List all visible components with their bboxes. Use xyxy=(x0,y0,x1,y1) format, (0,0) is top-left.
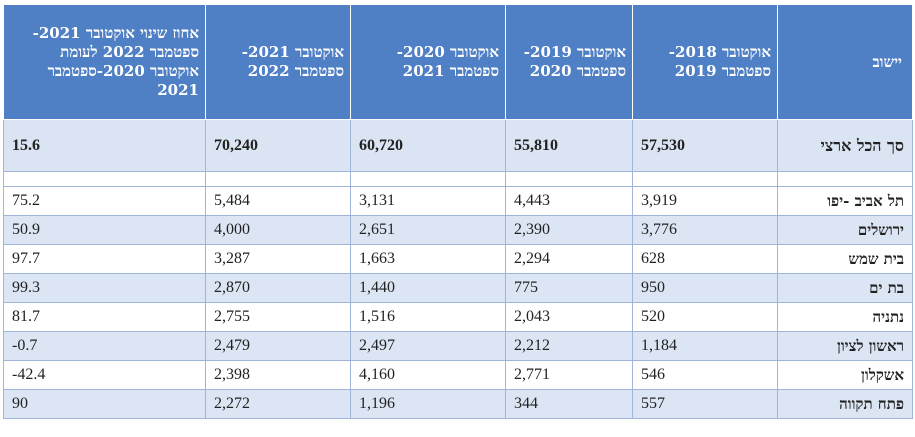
spacer-cell xyxy=(632,171,778,187)
table-row: אשקלון 546 2,771 4,160 2,398 42.4- xyxy=(3,360,913,390)
header-period-2020-2021: אוקטובר 2020- ספטמבר 2021 xyxy=(350,4,506,120)
cell-2019-2020: 344 xyxy=(505,389,633,419)
cell-2020-2021: 1,516 xyxy=(350,302,506,332)
table-body: סך הכל ארצי 57,530 55,810 60,720 70,240 … xyxy=(3,119,913,419)
cell-2019-2020: 2,294 xyxy=(505,244,633,274)
header-period-2020-2021-label: אוקטובר 2020- ספטמבר 2021 xyxy=(396,43,499,80)
cell-2020-2021: 2,497 xyxy=(350,331,506,361)
spacer-cell xyxy=(3,171,206,187)
table-row: ראשון לציון 1,184 2,212 2,497 2,479 0.7- xyxy=(3,331,913,361)
header-change-percent: אחוז שינוי אוקטובר 2021- ספטמבר 2022 לעו… xyxy=(3,4,206,120)
total-change: 15.6 xyxy=(3,119,206,172)
cell-2020-2021: 1,663 xyxy=(350,244,506,274)
cell-2020-2021: 4,160 xyxy=(350,360,506,390)
spacer-row xyxy=(3,171,913,187)
cell-2021-2022: 2,870 xyxy=(205,273,351,303)
cell-2019-2020: 2,771 xyxy=(505,360,633,390)
cell-change: 90 xyxy=(3,389,206,419)
cell-2019-2020: 775 xyxy=(505,273,633,303)
cell-2018-2019: 3,776 xyxy=(632,215,778,245)
cell-change: 81.7 xyxy=(3,302,206,332)
total-2018-2019: 57,530 xyxy=(632,119,778,172)
table-row: פתח תקווה 557 344 1,196 2,272 90 xyxy=(3,389,913,419)
housing-transactions-table: יישוב אוקטובר 2018- ספטמבר 2019 אוקטובר … xyxy=(3,4,913,419)
cell-2021-2022: 2,398 xyxy=(205,360,351,390)
cell-change: 0.7- xyxy=(3,331,206,361)
header-period-2019-2020: אוקטובר 2019- ספטמבר 2020 xyxy=(505,4,633,120)
cell-2020-2021: 3,131 xyxy=(350,186,506,216)
table-row: בת ים 950 775 1,440 2,870 99.3 xyxy=(3,273,913,303)
cell-2018-2019: 950 xyxy=(632,273,778,303)
spacer-cell xyxy=(205,171,351,187)
cell-city: תל אביב -יפו xyxy=(777,186,913,216)
spacer-cell xyxy=(505,171,633,187)
spacer-cell xyxy=(350,171,506,187)
cell-2019-2020: 4,443 xyxy=(505,186,633,216)
cell-2021-2022: 2,479 xyxy=(205,331,351,361)
cell-2020-2021: 1,196 xyxy=(350,389,506,419)
header-city-label: יישוב xyxy=(872,52,902,71)
total-city: סך הכל ארצי xyxy=(777,119,913,172)
housing-table-container: יישוב אוקטובר 2018- ספטמבר 2019 אוקטובר … xyxy=(3,4,913,419)
header-period-2018-2019-label: אוקטובר 2018- ספטמבר 2019 xyxy=(668,43,771,80)
cell-city: ירושלים xyxy=(777,215,913,245)
header-period-2019-2020-label: אוקטובר 2019- ספטמבר 2020 xyxy=(523,43,626,80)
cell-city: אשקלון xyxy=(777,360,913,390)
cell-city: נתניה xyxy=(777,302,913,332)
cell-2018-2019: 628 xyxy=(632,244,778,274)
cell-change: 42.4- xyxy=(3,360,206,390)
cell-2019-2020: 2,043 xyxy=(505,302,633,332)
header-period-2021-2022: אוקטובר 2021- ספטמבר 2022 xyxy=(205,4,351,120)
table-row: בית שמש 628 2,294 1,663 3,287 97.7 xyxy=(3,244,913,274)
table-row: תל אביב -יפו 3,919 4,443 3,131 5,484 75.2 xyxy=(3,186,913,216)
table-row: ירושלים 3,776 2,390 2,651 4,000 50.9 xyxy=(3,215,913,245)
cell-2020-2021: 2,651 xyxy=(350,215,506,245)
cell-2020-2021: 1,440 xyxy=(350,273,506,303)
header-period-2021-2022-label: אוקטובר 2021- ספטמבר 2022 xyxy=(241,43,344,80)
total-2021-2022: 70,240 xyxy=(205,119,351,172)
total-2020-2021: 60,720 xyxy=(350,119,506,172)
cell-change: 50.9 xyxy=(3,215,206,245)
cell-change: 97.7 xyxy=(3,244,206,274)
cell-2021-2022: 4,000 xyxy=(205,215,351,245)
cell-2018-2019: 557 xyxy=(632,389,778,419)
cell-city: פתח תקווה xyxy=(777,389,913,419)
table-header: יישוב אוקטובר 2018- ספטמבר 2019 אוקטובר … xyxy=(3,4,913,120)
cell-change: 75.2 xyxy=(3,186,206,216)
cell-2021-2022: 5,484 xyxy=(205,186,351,216)
total-2019-2020: 55,810 xyxy=(505,119,633,172)
cell-2021-2022: 2,755 xyxy=(205,302,351,332)
cell-2021-2022: 2,272 xyxy=(205,389,351,419)
header-change-percent-label: אחוז שינוי אוקטובר 2021- ספטמבר 2022 לעו… xyxy=(32,24,199,99)
header-city: יישוב xyxy=(777,4,913,120)
table-row: נתניה 520 2,043 1,516 2,755 81.7 xyxy=(3,302,913,332)
cell-2018-2019: 520 xyxy=(632,302,778,332)
cell-city: בית שמש xyxy=(777,244,913,274)
cell-change: 99.3 xyxy=(3,273,206,303)
cell-2019-2020: 2,212 xyxy=(505,331,633,361)
header-period-2018-2019: אוקטובר 2018- ספטמבר 2019 xyxy=(632,4,778,120)
cell-2021-2022: 3,287 xyxy=(205,244,351,274)
cell-city: בת ים xyxy=(777,273,913,303)
cell-2018-2019: 1,184 xyxy=(632,331,778,361)
cell-2018-2019: 3,919 xyxy=(632,186,778,216)
spacer-cell xyxy=(777,171,913,187)
cell-city: ראשון לציון xyxy=(777,331,913,361)
header-row: יישוב אוקטובר 2018- ספטמבר 2019 אוקטובר … xyxy=(3,4,913,120)
total-row: סך הכל ארצי 57,530 55,810 60,720 70,240 … xyxy=(3,119,913,172)
cell-2018-2019: 546 xyxy=(632,360,778,390)
cell-2019-2020: 2,390 xyxy=(505,215,633,245)
